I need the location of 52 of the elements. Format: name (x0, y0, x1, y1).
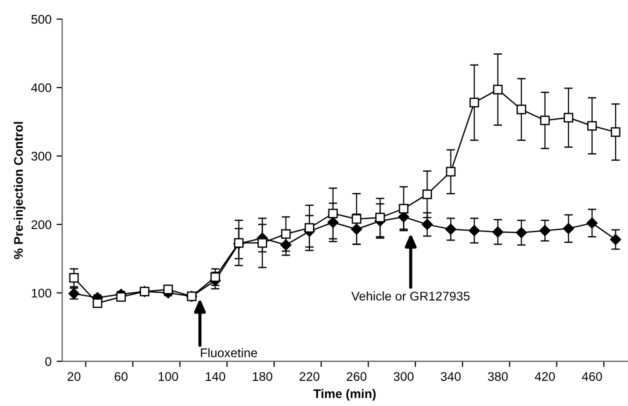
point (564, 112, 574, 122)
point (445, 224, 456, 235)
x-tick-label: 60 (114, 372, 128, 381)
x-tick-label: 300 (394, 372, 414, 381)
point (516, 227, 527, 238)
annotation: Vehicle or GR127935 (351, 291, 470, 301)
y-tick-label: 0 (45, 357, 52, 366)
y-tick-label: 400 (31, 83, 52, 92)
point (352, 214, 362, 224)
x-tick-label: 460 (582, 372, 602, 381)
point (446, 166, 456, 177)
point (422, 218, 433, 230)
point (610, 127, 620, 137)
y-tick-label: 300 (31, 152, 52, 161)
point (492, 226, 504, 238)
point (210, 272, 220, 282)
point (304, 223, 314, 233)
point (586, 218, 598, 229)
x-axis-title: Time (min) (313, 388, 376, 401)
annotation: Fluoxetine (200, 348, 258, 358)
point (539, 225, 550, 236)
point (328, 208, 338, 218)
y-axis-title: % Pre-injection Control (14, 122, 26, 259)
point (116, 292, 126, 302)
point (281, 229, 291, 239)
point (258, 238, 268, 248)
point (470, 98, 480, 108)
y-tick-label: 500 (31, 14, 52, 24)
point (398, 204, 408, 214)
y-tick-label: 200 (32, 220, 52, 230)
point (163, 284, 173, 294)
x-tick-label: 180 (252, 372, 272, 381)
x-tick-label: 140 (206, 372, 226, 381)
x-tick-label: 420 (534, 372, 555, 381)
x-tick-label: 220 (300, 372, 320, 381)
x-tick-label: 260 (346, 372, 366, 381)
y-tick-label: 100 (32, 288, 52, 298)
x-tick-label: 100 (158, 372, 178, 381)
point (468, 225, 480, 236)
point (375, 212, 385, 222)
point (610, 234, 622, 246)
point (516, 104, 526, 114)
point (422, 190, 432, 200)
point (92, 298, 102, 308)
point (69, 273, 79, 283)
x-tick-label: 340 (440, 372, 461, 381)
point (562, 223, 574, 234)
x-tick-label: 20 (68, 372, 80, 381)
point (587, 121, 597, 131)
point (493, 84, 503, 94)
point (540, 116, 550, 126)
x-tick-label: 380 (488, 372, 508, 381)
